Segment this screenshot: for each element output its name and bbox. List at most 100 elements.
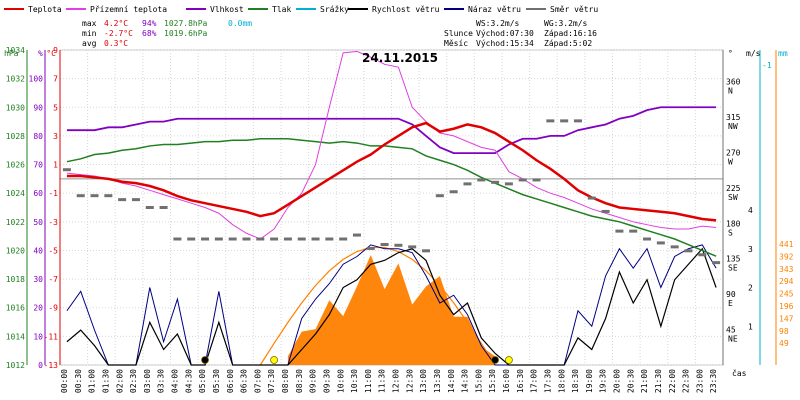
x-tick-label: 12:00 xyxy=(392,369,401,393)
axis-pct-unit: % xyxy=(38,49,43,58)
moonset-marker xyxy=(201,356,209,364)
x-tick-label: 07:30 xyxy=(267,369,276,393)
x-tick-label: 19:00 xyxy=(585,369,594,393)
axis-mm-tick: 294 xyxy=(779,277,794,286)
axis-mm-tick: 392 xyxy=(779,252,794,261)
x-tick-label: 02:00 xyxy=(115,369,124,393)
moonrise-marker xyxy=(491,356,499,364)
x-tick-label: 11:30 xyxy=(378,369,387,393)
axis-pct-tick: 90 xyxy=(33,103,43,112)
x-tick-label: 17:30 xyxy=(543,369,552,393)
wind-direction-point xyxy=(201,237,210,241)
legend-label: Náraz větru xyxy=(468,5,521,14)
x-tick-label: 22:30 xyxy=(682,369,691,393)
info-sun-label: Slunce xyxy=(444,29,473,38)
axis-dir-label: SW xyxy=(728,193,738,202)
wind-direction-point xyxy=(504,182,513,186)
wind-direction-point xyxy=(62,168,71,172)
wind-direction-point xyxy=(587,196,596,200)
series-gust-line xyxy=(66,244,717,366)
axis-dir-label: SE xyxy=(728,264,738,273)
x-tick-label: 04:30 xyxy=(184,369,193,393)
axis-pct-tick: 50 xyxy=(33,218,43,227)
x-tick-label: 05:00 xyxy=(198,369,207,393)
legend-label: Vlhkost xyxy=(210,5,244,14)
x-tick-label: 12:30 xyxy=(405,369,414,393)
axis-temp-tick: 3 xyxy=(53,132,58,141)
wind-direction-point xyxy=(408,245,417,249)
axis-hpa-tick: 1022 xyxy=(6,218,25,227)
axis-dir-tick: 135 xyxy=(726,255,741,264)
axis-dir-tick: 315 xyxy=(726,113,741,122)
x-tick-label: 01:00 xyxy=(88,369,97,393)
wind-direction-point xyxy=(352,233,361,237)
axis-mm-unit: mm xyxy=(778,49,788,58)
x-tick-label: 15:00 xyxy=(474,369,483,393)
wind-direction-point xyxy=(131,198,140,202)
wind-direction-point xyxy=(656,241,665,245)
stat-min-hum: 68% xyxy=(142,29,157,38)
x-tick-label: 09:00 xyxy=(309,369,318,393)
x-tick-label: 23:00 xyxy=(695,369,704,393)
axis-hpa-tick: 1024 xyxy=(6,189,25,198)
wind-direction-point xyxy=(684,249,693,253)
axis-hpa-tick: 1020 xyxy=(6,246,25,255)
info-sunrise: Východ:07:30 xyxy=(476,29,534,38)
axis-dir-label: E xyxy=(728,299,733,308)
wind-direction-point xyxy=(518,178,527,182)
x-tick-label: 17:00 xyxy=(530,369,539,393)
x-tick-label: 01:30 xyxy=(101,369,110,393)
axis-dir-label: NE xyxy=(728,335,738,344)
wind-direction-point xyxy=(187,237,196,241)
wind-direction-point xyxy=(629,229,638,233)
axis-dir-tick: 180 xyxy=(726,219,741,228)
axis-dir-tick: 360 xyxy=(726,78,741,87)
wind-direction-point xyxy=(228,237,237,241)
wind-direction-point xyxy=(643,237,652,241)
axis-hpa-tick: 1034 xyxy=(6,46,25,55)
x-tick-label: 11:00 xyxy=(364,369,373,393)
series-pressure-line xyxy=(66,138,717,257)
info-ws: WS:3.2m/s xyxy=(476,19,520,28)
wind-direction-point xyxy=(532,178,541,182)
sunset-marker xyxy=(505,356,513,364)
wind-direction-point xyxy=(145,206,154,209)
wind-direction-point xyxy=(242,237,251,241)
x-tick-label: 14:00 xyxy=(447,369,456,393)
wind-direction-point xyxy=(270,237,279,241)
wind-direction-point xyxy=(491,180,500,184)
axis-temp-tick: -13 xyxy=(44,361,59,370)
axis-temp-tick: -1 xyxy=(48,189,58,198)
legend-label: Směr větru xyxy=(550,5,598,14)
axis-ms-tick: 2 xyxy=(748,284,753,293)
axis-temp-tick: 9 xyxy=(53,46,58,55)
axis-mm-tick: 441 xyxy=(779,240,794,249)
axis-dir-label: W xyxy=(728,157,733,166)
x-tick-label: 20:30 xyxy=(626,369,635,393)
wind-direction-point xyxy=(463,182,472,186)
axis-temp-tick: -7 xyxy=(48,275,58,284)
axis-mm-tick: 98 xyxy=(779,327,789,336)
stat-avg-label: avg xyxy=(82,39,97,48)
info-moonrise: Východ:15:34 xyxy=(476,39,534,48)
wind-direction-point xyxy=(670,245,679,249)
wind-direction-point xyxy=(104,194,113,198)
x-tick-label: 16:30 xyxy=(516,369,525,393)
axis-temp-tick: 1 xyxy=(53,161,58,170)
stat-min-press: 1019.6hPa xyxy=(164,29,208,38)
axis-pct-tick: 60 xyxy=(33,189,43,198)
x-tick-label: 10:00 xyxy=(336,369,345,393)
axis-hpa-tick: 1014 xyxy=(6,332,25,341)
x-tick-label: 23:30 xyxy=(709,369,718,393)
info-moonset: Západ:5:02 xyxy=(544,39,592,48)
x-tick-label: 21:30 xyxy=(654,369,663,393)
series-ground-temp-line xyxy=(66,50,717,240)
wind-direction-point xyxy=(311,237,320,241)
axis-pct-tick: 20 xyxy=(33,304,43,313)
wind-direction-point xyxy=(546,119,555,123)
x-tick-label: 09:30 xyxy=(322,369,331,393)
axis-dir-tick: 225 xyxy=(726,184,741,193)
x-tick-label: 13:00 xyxy=(419,369,428,393)
axis-hpa-tick: 1016 xyxy=(6,304,25,313)
